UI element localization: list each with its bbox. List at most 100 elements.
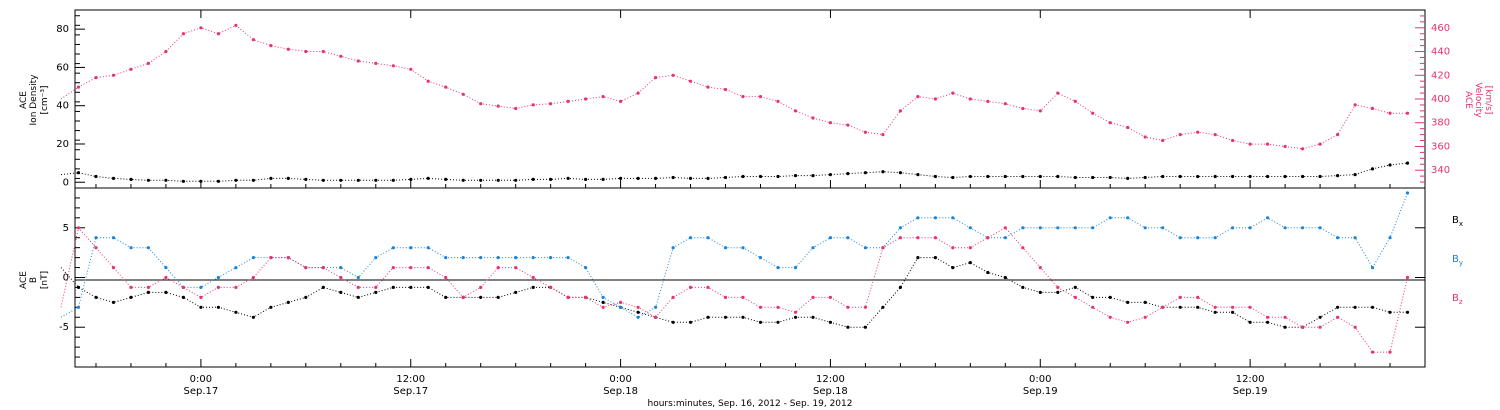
series-velocity-point-55 [1021, 106, 1025, 111]
series-velocity-point-34 [654, 76, 658, 80]
series-velocity-point-37 [706, 85, 710, 89]
series-b1-point-5 [146, 246, 150, 250]
series-b1-point-37 [706, 236, 710, 240]
series-velocity-point-3 [111, 73, 116, 77]
bottom-tick-label-0: -5 [59, 322, 69, 333]
series-velocity-point-36 [688, 79, 693, 83]
series-b2-point-48 [898, 236, 903, 240]
series-density-point-77 [1405, 161, 1410, 165]
series-b0-point-60 [1108, 295, 1112, 299]
series-b0-point-68 [1248, 320, 1252, 324]
series-density-point-45 [846, 172, 850, 176]
series-b2-point-5 [146, 285, 150, 289]
series-b2-point-13 [286, 256, 290, 260]
series-density-point-28 [549, 177, 553, 181]
top-left-tick-label-0: 0 [63, 177, 69, 188]
series-b1-point-71 [1301, 226, 1305, 230]
series-density-point-69 [1266, 174, 1270, 179]
x-tick-time-0: 0:00 [190, 374, 212, 385]
bottom-ylabel-line2: B [29, 277, 39, 283]
series-b0-point-5 [146, 290, 150, 294]
series-density-point-20 [409, 177, 413, 181]
series-b0-point-54 [1003, 275, 1007, 280]
top-ylabel-left-line3: [cm⁻³] [40, 85, 50, 114]
series-density-point-44 [828, 173, 833, 177]
x-tick-date-4: Sep.19 [1023, 386, 1058, 397]
series-b1-point-69 [1266, 216, 1270, 220]
series-velocity-point-67 [1231, 138, 1235, 143]
series-density-point-65 [1196, 174, 1200, 179]
series-b1-point-1 [76, 305, 81, 309]
series-b0-point-22 [444, 295, 448, 299]
series-b2-point-28 [549, 285, 553, 289]
top-left-tick-label-4: 80 [56, 24, 69, 35]
series-velocity-point-64 [1178, 133, 1182, 137]
series-b0-point-65 [1196, 305, 1200, 309]
series-density-point-8 [199, 179, 203, 183]
series-b2-point-42 [793, 310, 798, 314]
series-b2-point-22 [444, 275, 448, 280]
top-right-tick-label-5: 440 [1431, 47, 1450, 58]
series-b2-point-68 [1248, 305, 1252, 309]
series-b1-point-24 [479, 256, 483, 260]
series-density-point-51 [951, 175, 955, 180]
x-tick-time-3: 12:00 [816, 374, 845, 385]
series-velocity-point-71 [1301, 147, 1305, 151]
series-b2-point-39 [741, 295, 745, 299]
series-b0-point-18 [374, 290, 378, 294]
series-velocity-point-17 [356, 59, 360, 63]
series-b1-point-27 [531, 256, 535, 260]
series-b1-point-19 [391, 246, 395, 250]
legend-bz: Bz [1452, 293, 1463, 306]
series-b2-point-55 [1021, 246, 1025, 250]
series-b2-point-53 [986, 236, 990, 240]
series-b1-point-75 [1370, 266, 1375, 270]
bottom-tick-label-2: 5 [63, 223, 69, 234]
series-velocity-point-62 [1143, 135, 1147, 139]
series-density-point-27 [531, 177, 535, 181]
series-density-point-59 [1091, 175, 1095, 180]
bottom-tick-label-1: 0 [63, 273, 69, 284]
top-right-tick-label-3: 400 [1431, 94, 1450, 105]
series-velocity-point-22 [444, 85, 448, 89]
top-ylabel-left-line2: Ion Density [29, 74, 39, 126]
series-b1-point-49 [916, 216, 920, 220]
series-b0-point-31 [601, 300, 605, 304]
series-b1-point-76 [1388, 236, 1392, 240]
series-velocity-point-77 [1405, 111, 1410, 115]
series-b0-point-74 [1353, 305, 1357, 309]
series-b2-point-59 [1091, 305, 1095, 309]
series-b0-point-17 [356, 295, 360, 299]
top-series-marks [60, 23, 1410, 183]
series-density-point-39 [741, 174, 745, 179]
series-density-point-58 [1073, 175, 1077, 180]
series-b0-point-12 [269, 305, 273, 309]
series-velocity-point-15 [321, 49, 325, 54]
series-b0-point-70 [1283, 325, 1287, 329]
series-density-point-53 [986, 174, 990, 179]
series-b0-point-76 [1388, 310, 1392, 314]
series-density-point-5 [146, 178, 150, 182]
series-b0-point-62 [1143, 300, 1147, 304]
series-velocity-point-53 [986, 99, 990, 103]
top-ylabel-right-line3: [km/s] [1483, 86, 1493, 115]
top-panel-frame [74, 9, 1426, 189]
bottom-ylabel-line1: ACE [19, 271, 29, 289]
series-b0-point-53 [986, 270, 990, 275]
series-density-point-64 [1178, 174, 1182, 179]
series-b1-point-51 [951, 216, 955, 220]
legend-bz-label: Bz [1452, 293, 1463, 306]
top-right-tick-label-4: 420 [1431, 70, 1450, 81]
series-b0-point-37 [706, 315, 710, 319]
series-density-point-57 [1056, 174, 1060, 179]
series-density-point-70 [1283, 174, 1287, 179]
bottom-ticks: -5 0 5 [59, 197, 1425, 358]
series-b2-point-20 [409, 266, 413, 270]
series-b1-point-16 [339, 266, 343, 270]
series-velocity-point-12 [269, 44, 273, 48]
series-density-trace [60, 162, 1408, 182]
x-tick-date-1: Sep.17 [393, 386, 428, 397]
series-density-point-4 [129, 177, 133, 181]
series-velocity-point-28 [549, 102, 553, 106]
series-b2-point-15 [321, 266, 325, 270]
